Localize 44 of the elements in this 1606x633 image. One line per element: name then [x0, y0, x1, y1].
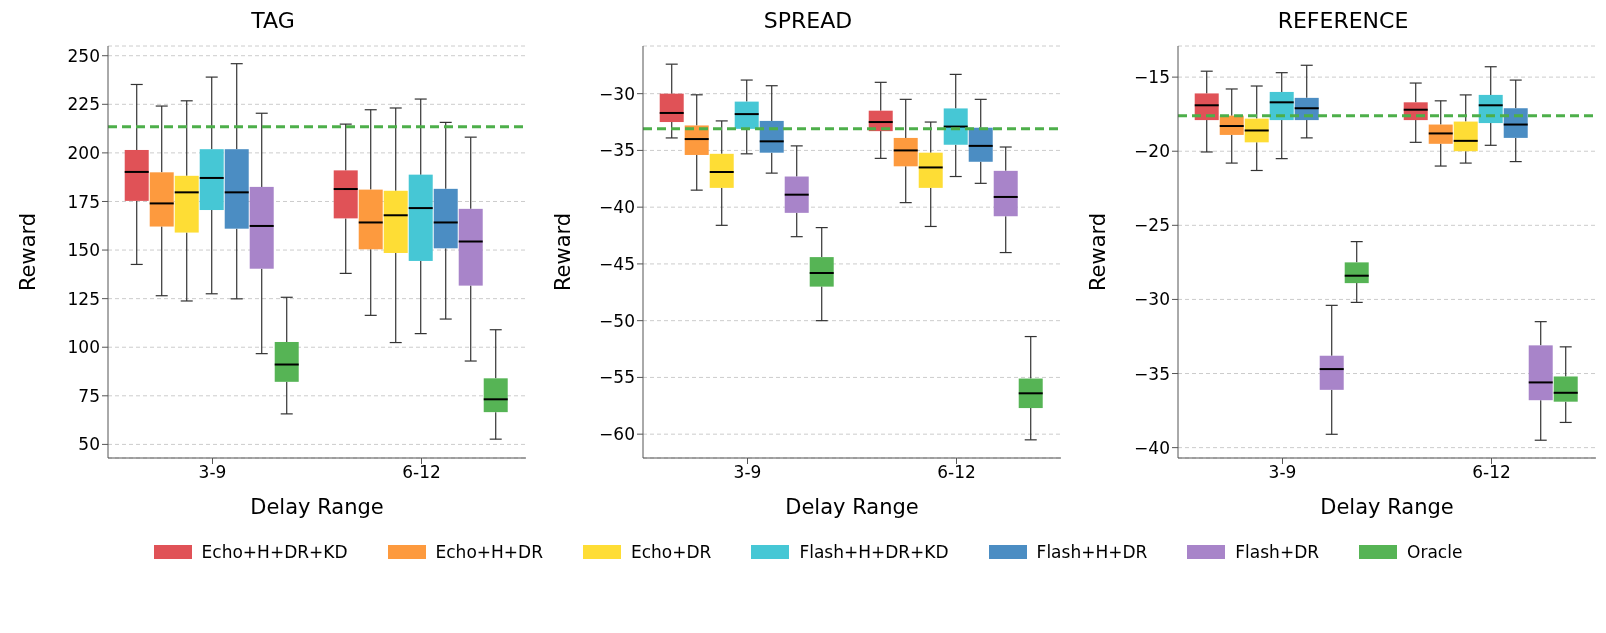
x-axis-title: Delay Range [785, 495, 919, 519]
y-tick-label: 225 [67, 94, 100, 115]
y-tick-label: 75 [78, 385, 100, 406]
legend-label: Echo+H+DR [435, 542, 543, 562]
x-axis-title: Delay Range [250, 495, 384, 519]
y-tick-label: −40 [1134, 437, 1170, 458]
x-tick-label: 6-12 [402, 462, 441, 483]
y-axis-title: Reward [16, 212, 41, 292]
y-tick-label: −55 [599, 367, 635, 388]
x-tick-label: 6-12 [937, 462, 976, 483]
x-tick-label: 3-9 [733, 462, 762, 483]
y-tick-label: −30 [599, 83, 635, 104]
x-tick-label: 3-9 [198, 462, 227, 483]
y-tick-label: −20 [1134, 141, 1170, 162]
y-tick-label: 125 [67, 288, 100, 309]
chart-title: SPREAD [762, 8, 854, 35]
y-tick-label: −50 [599, 310, 635, 331]
legend-label: Flash+H+DR [1036, 542, 1148, 562]
y-tick-label: 250 [67, 45, 100, 66]
y-axis-title: Reward [551, 212, 576, 292]
legend-label: Oracle [1407, 542, 1463, 562]
y-tick-label: −35 [1134, 363, 1170, 384]
y-tick-label: 50 [78, 434, 100, 455]
y-tick-label: 150 [67, 240, 100, 261]
y-tick-label: −60 [599, 424, 635, 445]
chart-title: REFERENCE [1276, 8, 1410, 35]
y-tick-label: −15 [1134, 67, 1170, 88]
y-tick-label: 175 [67, 191, 100, 212]
x-tick-label: 3-9 [1268, 462, 1297, 483]
y-tick-label: 100 [67, 337, 100, 358]
y-axis-title: Reward [1086, 212, 1111, 292]
x-tick-label: 6-12 [1472, 462, 1511, 483]
legend-label: Flash+DR [1235, 542, 1320, 562]
legend-label: Echo+DR [630, 542, 712, 562]
y-tick-label: −40 [599, 197, 635, 218]
chart-title: TAG [250, 8, 296, 35]
y-tick-label: −25 [1134, 215, 1170, 236]
legend-label: Flash+H+DR+KD [799, 542, 949, 562]
y-tick-label: −45 [599, 253, 635, 274]
legend-label: Echo+H+DR+KD [201, 542, 348, 562]
y-tick-label: −30 [1134, 289, 1170, 310]
y-tick-label: −35 [599, 140, 635, 161]
y-tick-label: 200 [67, 142, 100, 163]
x-axis-title: Delay Range [1320, 495, 1454, 519]
